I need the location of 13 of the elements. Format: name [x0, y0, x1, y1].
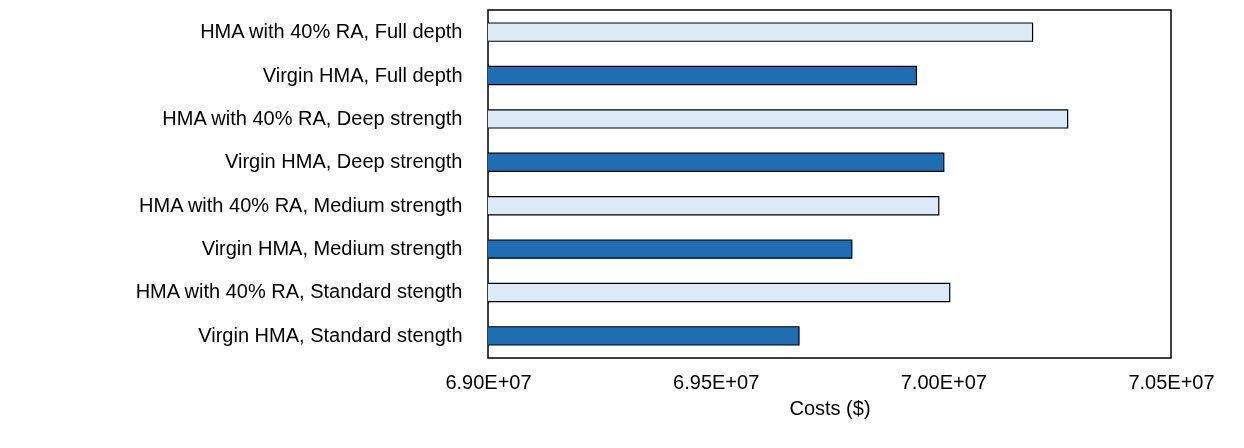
x-tick-label: 7.05E+07 [1128, 370, 1215, 393]
x-tick-label: 7.00E+07 [900, 370, 987, 393]
y-tick-label: HMA with 40% RA, Full depth [200, 20, 463, 43]
y-tick-label: HMA with 40% RA, Deep strength [162, 106, 463, 129]
y-tick-label: HMA with 40% RA, Standard stength [135, 280, 463, 303]
x-tick-label: 6.90E+07 [445, 370, 532, 393]
y-tick-label: Virgin HMA, Full depth [262, 63, 463, 86]
y-tick-label: HMA with 40% RA, Medium strength [139, 193, 463, 216]
x-axis-title: Costs ($) [789, 396, 871, 419]
y-tick-label: Virgin HMA, Deep strength [224, 150, 463, 173]
x-tick-label: 6.95E+07 [673, 370, 760, 393]
y-tick-label: Virgin HMA, Medium strength [201, 237, 463, 260]
y-tick-label: Virgin HMA, Standard stength [198, 323, 463, 346]
